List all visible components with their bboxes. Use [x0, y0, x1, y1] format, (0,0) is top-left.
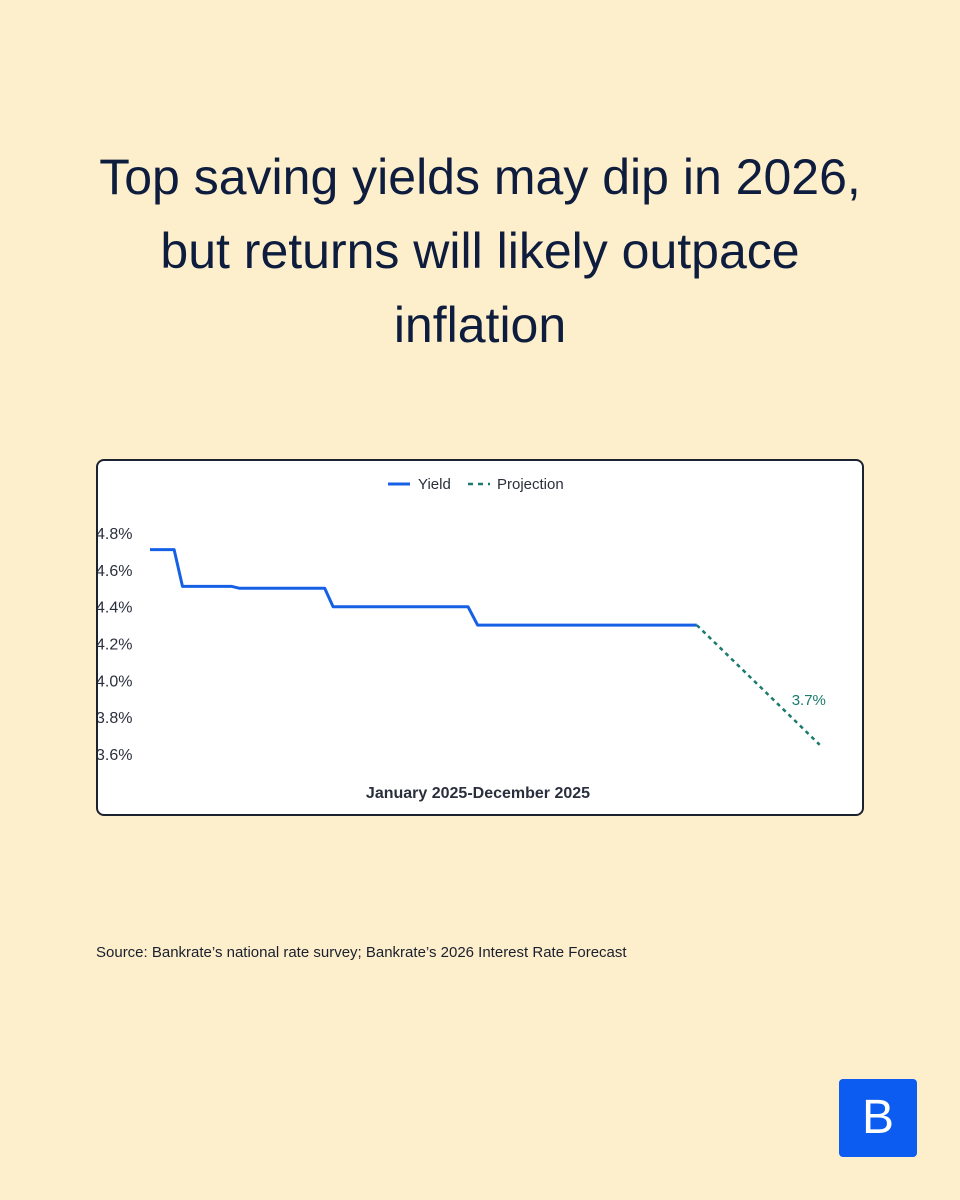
line-chart: Yield Projection 4.8% 4.6% 4.4% 4.2% 4.0% 3.8…	[98, 476, 826, 802]
headline: Top saving yields may dip in 2026, but r…	[99, 149, 861, 353]
bankrate-logo: B	[839, 1079, 917, 1157]
x-axis-label: January 2025-December 2025	[366, 785, 590, 802]
y-tick-label: 4.8%	[98, 526, 132, 543]
source-note: Source: Bankrate’s national rate survey;…	[96, 944, 627, 961]
y-tick-label: 4.2%	[98, 637, 132, 654]
series-line-yield	[150, 548, 697, 627]
legend-projection-label: Projection	[497, 476, 564, 493]
chart-card: Yield Projection 4.8% 4.6% 4.4% 4.2% 4.0% 3.8…	[96, 459, 864, 816]
legend-yield-label: Yield	[418, 476, 451, 493]
legend: Yield Projection	[388, 476, 564, 493]
y-tick-label: 3.8%	[98, 710, 132, 727]
projection-end-label: 3.7%	[792, 692, 826, 709]
series-line-projection	[695, 624, 821, 746]
y-tick-label: 4.6%	[98, 563, 132, 580]
y-axis: 4.8% 4.6% 4.4% 4.2% 4.0% 3.8% 3.6%	[98, 526, 132, 764]
y-tick-label: 4.4%	[98, 600, 132, 617]
series-layer	[150, 548, 821, 746]
y-tick-label: 4.0%	[98, 673, 132, 690]
y-tick-label: 3.6%	[98, 747, 132, 764]
